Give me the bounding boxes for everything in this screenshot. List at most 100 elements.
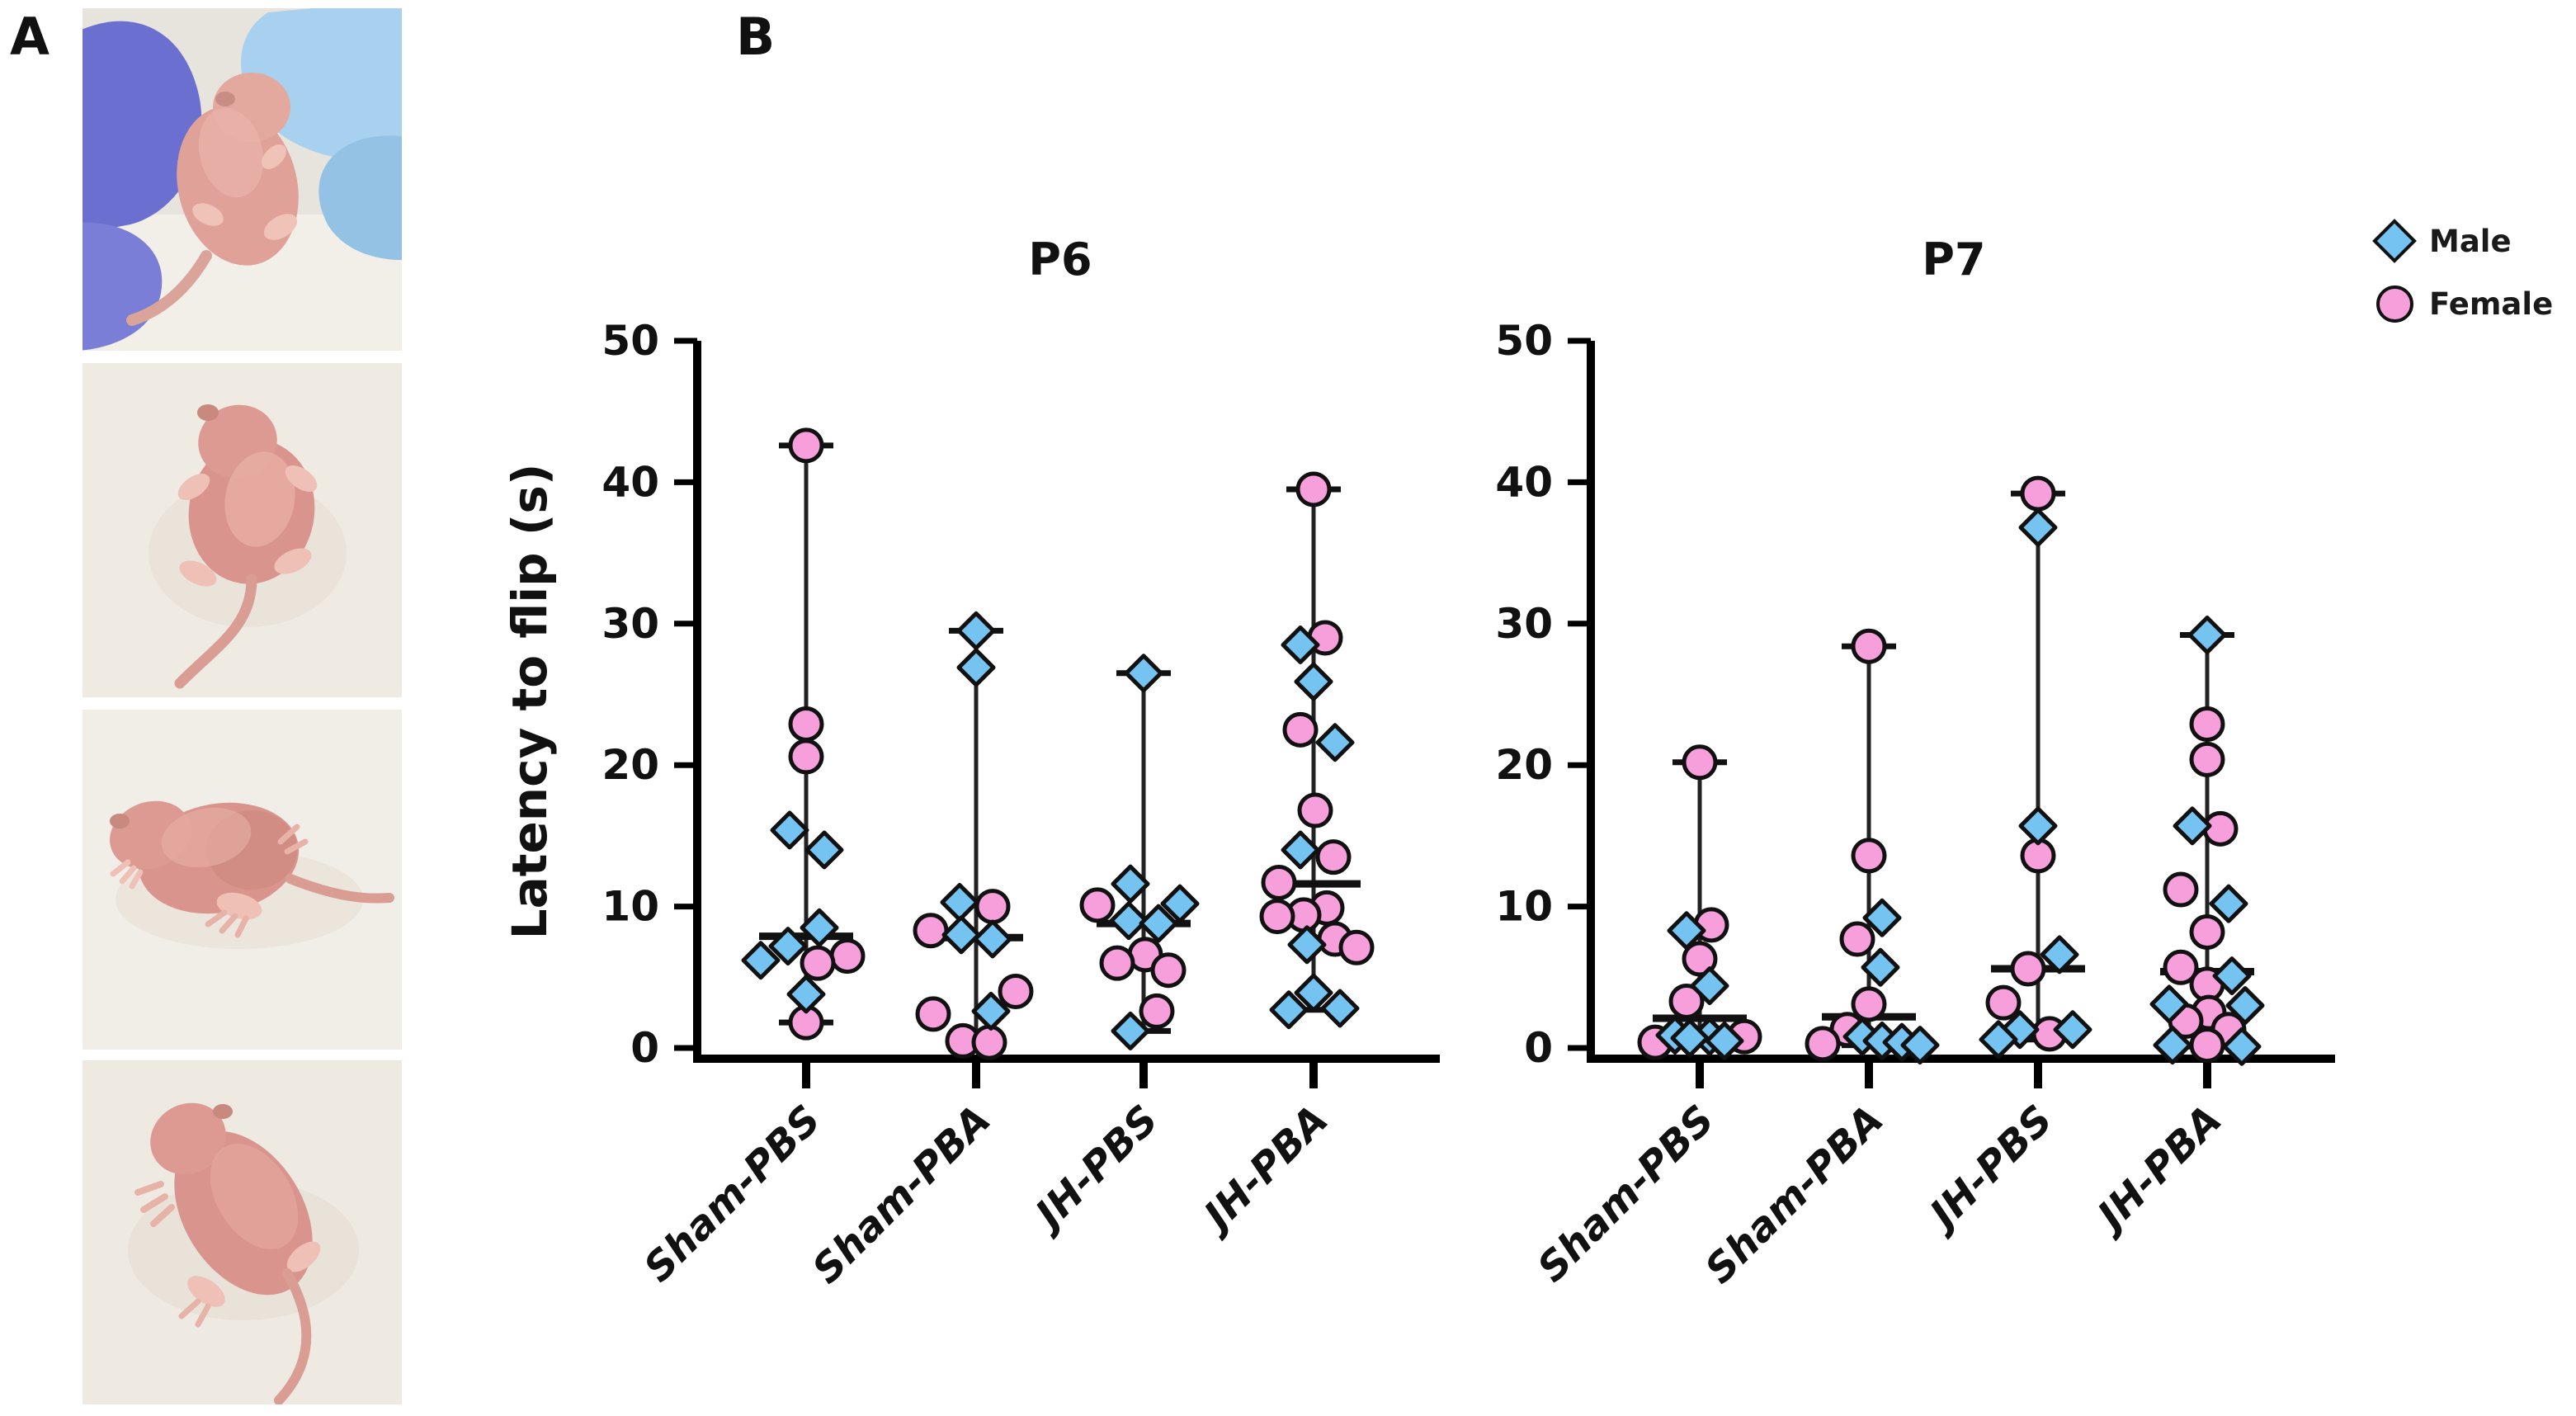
ytick-label: 20 bbox=[1495, 741, 1553, 789]
female-point bbox=[1985, 984, 2022, 1021]
male-point bbox=[1320, 989, 1360, 1028]
male-point bbox=[1109, 901, 1149, 941]
male-point bbox=[770, 810, 809, 850]
panel-a-label: A bbox=[10, 7, 50, 67]
photo-pup-prone bbox=[83, 1060, 402, 1404]
female-point bbox=[1315, 839, 1352, 876]
chart-P6: 0 10 20 30 40 50 Latency to flip (s) P6 Sham-PBS… bbox=[502, 234, 1440, 1292]
male-point bbox=[2209, 884, 2248, 923]
legend-row-female: Female bbox=[2373, 272, 2553, 335]
female-point bbox=[1150, 952, 1187, 989]
female-point bbox=[2189, 741, 2225, 777]
male-point bbox=[1294, 662, 1333, 701]
ytick-label: 40 bbox=[1495, 458, 1553, 506]
xtick-label: JH-PBA bbox=[2084, 1097, 2230, 1243]
photo-pup-held-by-gloves-art bbox=[83, 8, 402, 351]
ytick-label: 50 bbox=[602, 317, 659, 365]
female-point bbox=[1668, 983, 1705, 1019]
male-point bbox=[1269, 990, 1309, 1030]
xtick-label: JH-PBS bbox=[1022, 1097, 1168, 1242]
male-point bbox=[971, 991, 1011, 1031]
male-point bbox=[800, 908, 839, 947]
chart-title: P6 bbox=[1028, 234, 1092, 286]
chart-title: P7 bbox=[1922, 234, 1985, 286]
male-point bbox=[768, 927, 808, 966]
group-P7-JH-PBS: JH-PBS bbox=[1917, 475, 2092, 1242]
ytick-label: 30 bbox=[1495, 600, 1553, 648]
photo-pup-mid-flip bbox=[83, 710, 402, 1050]
female-point bbox=[2020, 475, 2056, 512]
male-point bbox=[1294, 973, 1333, 1012]
ytick-label: 30 bbox=[602, 600, 659, 648]
male-point bbox=[973, 919, 1012, 959]
male-point bbox=[1979, 1020, 2018, 1060]
female-point bbox=[1682, 941, 1718, 977]
male-point bbox=[1287, 925, 1327, 965]
female-point bbox=[998, 973, 1034, 1009]
female-point bbox=[915, 996, 951, 1032]
female-point bbox=[788, 706, 824, 742]
photo-pup-prone-art bbox=[83, 1060, 402, 1404]
female-point bbox=[1079, 887, 1116, 923]
male-point bbox=[2040, 935, 2079, 975]
ytick-label: 40 bbox=[602, 458, 659, 506]
female-point bbox=[1139, 993, 1175, 1029]
female-point bbox=[2189, 913, 2225, 950]
male-point bbox=[1111, 864, 1150, 904]
ytick-label: 10 bbox=[602, 883, 659, 931]
xtick-label: Sham-PBA bbox=[804, 1097, 1000, 1293]
female-point bbox=[913, 913, 949, 949]
panel-b-label: B bbox=[736, 7, 776, 67]
female-point bbox=[2163, 949, 2199, 985]
group-P6-JH-PBA: JH-PBA bbox=[1191, 471, 1375, 1243]
male-point bbox=[1124, 654, 1163, 693]
male-point bbox=[1315, 723, 1355, 762]
male-point bbox=[956, 611, 996, 650]
xtick-label: JH-PBA bbox=[1191, 1097, 1337, 1243]
female-point bbox=[2189, 706, 2225, 742]
group-P7-Sham-PBA: Sham-PBA bbox=[1696, 628, 1940, 1293]
male-point bbox=[2000, 1010, 2040, 1050]
female-point bbox=[1851, 628, 1887, 664]
female-point bbox=[1338, 929, 1375, 965]
female-point bbox=[1261, 864, 1297, 900]
ytick-label: 20 bbox=[602, 741, 659, 789]
male-point bbox=[2173, 806, 2212, 846]
female-point bbox=[974, 889, 1011, 925]
group-P6-Sham-PBS: Sham-PBS bbox=[635, 427, 866, 1291]
legend-label-male: Male bbox=[2429, 223, 2512, 259]
righting-reflex-photo-strip bbox=[83, 8, 402, 1404]
male-point bbox=[2018, 806, 2058, 846]
male-point bbox=[1861, 947, 1900, 987]
female-point bbox=[2010, 951, 2046, 987]
xtick-label: Sham-PBS bbox=[1529, 1097, 1724, 1291]
photo-pup-held-by-gloves bbox=[83, 8, 402, 351]
male-point bbox=[940, 882, 979, 922]
female-point bbox=[1805, 1026, 1841, 1062]
female-point bbox=[1295, 471, 1332, 507]
male-point bbox=[941, 915, 981, 955]
male-point bbox=[1900, 1026, 1940, 1065]
male-point bbox=[1160, 884, 1200, 923]
male-point bbox=[1690, 966, 1729, 1006]
male-diamond-icon bbox=[2372, 219, 2417, 263]
legend-row-male: Male bbox=[2372, 210, 2553, 272]
male-point bbox=[2187, 616, 2227, 655]
female-point bbox=[1099, 945, 1135, 981]
group-P7-JH-PBA: JH-PBA bbox=[2084, 616, 2265, 1243]
ytick-label: 10 bbox=[1495, 883, 1553, 931]
female-point bbox=[788, 427, 824, 464]
male-point bbox=[2018, 507, 2058, 547]
xtick-label: JH-PBS bbox=[1917, 1097, 2062, 1242]
photo-pup-supine-art bbox=[83, 363, 402, 697]
male-point bbox=[741, 941, 781, 980]
ytick-label: 0 bbox=[1524, 1024, 1553, 1072]
female-point bbox=[1839, 921, 1875, 957]
male-point bbox=[804, 830, 844, 870]
xtick-label: Sham-PBA bbox=[1696, 1097, 1893, 1293]
male-point bbox=[956, 648, 996, 687]
female-point bbox=[2189, 1027, 2225, 1064]
female-point bbox=[1682, 744, 1718, 781]
female-point bbox=[800, 945, 836, 981]
